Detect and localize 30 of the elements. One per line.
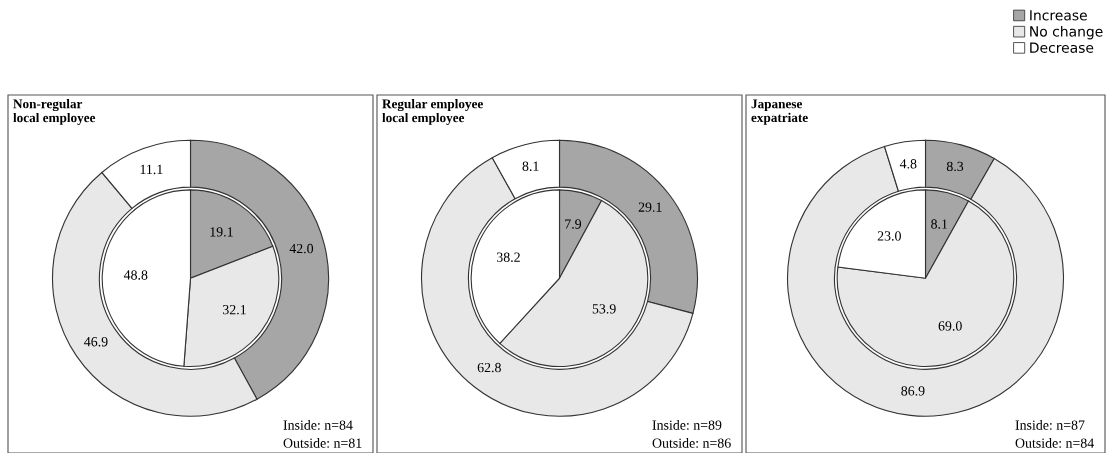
text: Non-regular local employee [13,99,96,125]
data-label: 38.2 [496,252,520,262]
data-label: 19.1 [210,227,233,237]
data-label: 46.9 [84,337,108,347]
text: Outside: n=86 [652,438,731,448]
data-label: 8.3 [946,161,964,172]
data-label: 62.8 [477,362,501,373]
data-label: 53.9 [592,304,616,314]
data-label: 29.1 [638,202,662,212]
legend-label: Decrease [1030,42,1094,53]
text: Outside: n=84 [1015,438,1094,448]
data-label: 7.9 [565,219,582,229]
legend-label: Increase [1030,10,1087,21]
data-label: 69.0 [938,321,962,331]
data-label: 8.1 [931,219,948,229]
data-label: 4.8 [899,159,917,169]
text: Inside: n=84 [283,420,353,430]
data-label: 32.1 [223,304,246,315]
legend-label: No change [1030,25,1103,40]
data-label: 48.8 [123,270,148,280]
text: Inside: n=89 [652,420,722,430]
data-label: 11.1 [140,164,163,175]
data-label: 23.0 [877,231,901,241]
data-label: 42.0 [289,243,314,254]
chart-title: Japanese expatriate [751,99,808,125]
chart-title: Regular employee local employee [382,99,483,125]
text: Inside: n=87 [1015,420,1085,430]
data-label: 86.9 [901,386,925,396]
data-label: 8.1 [522,161,539,171]
text: Outside: n=81 [283,438,362,448]
